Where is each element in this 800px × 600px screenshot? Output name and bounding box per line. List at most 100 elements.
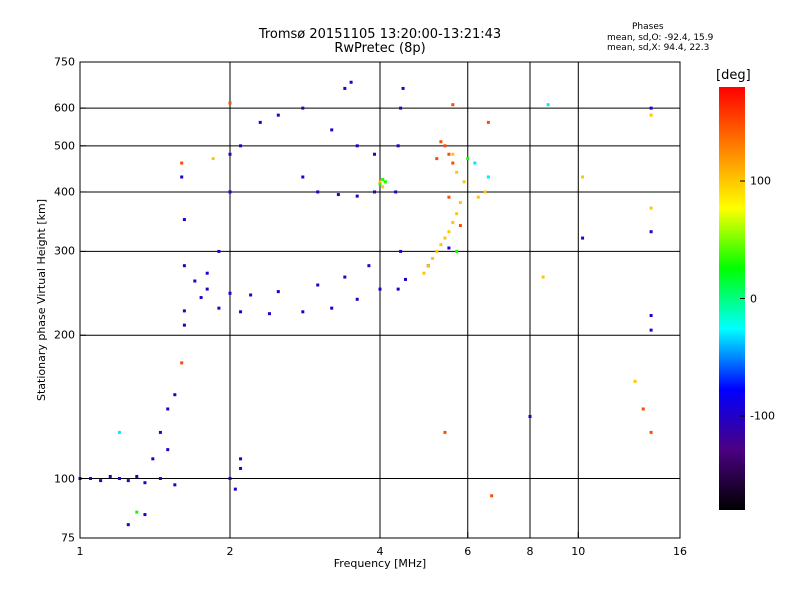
scatter-point <box>343 86 347 90</box>
scatter-point <box>316 190 320 194</box>
scatter-point <box>466 157 470 161</box>
scatter-point <box>403 277 407 281</box>
scatter-point <box>228 477 232 481</box>
scatter-point <box>239 457 243 461</box>
scatter-point <box>383 180 387 184</box>
x-axis-label: Frequency [MHz] <box>333 557 427 570</box>
scatter-point <box>173 393 177 397</box>
scatter-point <box>158 477 162 481</box>
scatter-point <box>182 264 186 268</box>
scatter-point <box>649 230 653 234</box>
scatter-point <box>396 287 400 291</box>
scatter-point <box>443 144 447 148</box>
phase-x-stats: mean, sd,X: 94.4, 22.3 <box>607 43 710 53</box>
scatter-point <box>228 190 232 194</box>
phase-o-stats: mean, sd,O: -92.4, 15.9 <box>607 33 714 43</box>
scatter-point <box>447 195 451 199</box>
scatter-point <box>546 103 550 107</box>
scatter-point <box>135 474 139 478</box>
scatter-point <box>166 407 170 411</box>
y-tick-label: 75 <box>61 531 75 545</box>
scatter-point <box>217 306 221 310</box>
scatter-point <box>336 193 340 197</box>
scatter-point <box>276 113 280 117</box>
scatter-point <box>439 243 443 247</box>
scatter-point <box>349 80 353 84</box>
scatter-points <box>78 80 653 527</box>
x-tick-label: 1 <box>76 545 84 558</box>
scatter-point <box>355 194 359 198</box>
scatter-point <box>455 212 459 216</box>
chart-subtitle: RwPretec (8p) <box>334 41 426 56</box>
scatter-point <box>180 161 184 165</box>
x-tick-label: 10 <box>571 545 586 558</box>
scatter-point <box>211 157 215 161</box>
scatter-point <box>239 144 243 148</box>
scatter-point <box>443 430 447 434</box>
axis-tickmarks <box>79 61 681 539</box>
scatter-point <box>401 86 405 90</box>
scatter-point <box>431 256 435 260</box>
scatter-point <box>166 448 170 452</box>
scatter-point <box>378 182 382 186</box>
scatter-point <box>396 144 400 148</box>
scatter-point <box>173 483 177 487</box>
colorbar-tick-label: 0 <box>750 292 757 305</box>
y-tick-label: 200 <box>54 328 75 342</box>
x-tick-label: 2 <box>226 545 234 558</box>
scatter-point <box>330 306 334 310</box>
scatter-point <box>228 291 232 295</box>
scatter-point <box>239 466 243 470</box>
scatter-point <box>649 106 653 110</box>
scatter-point <box>108 474 112 478</box>
scatter-point <box>143 481 147 485</box>
scatter-point <box>378 180 382 184</box>
scatter-point <box>394 190 398 194</box>
x-tick-label: 8 <box>526 545 534 558</box>
scatter-point <box>343 275 347 279</box>
scatter-point <box>205 287 209 291</box>
scatter-point <box>381 185 385 189</box>
scatter-point <box>276 290 280 294</box>
scatter-point <box>373 152 377 156</box>
scatter-point <box>455 170 459 174</box>
scatter-point <box>89 477 93 481</box>
scatter-point <box>476 195 480 199</box>
scatter-point <box>473 161 477 165</box>
scatter-point <box>486 175 490 179</box>
scatter-point <box>373 190 377 194</box>
scatter-point <box>182 323 186 327</box>
colorbar-tick-label: -100 <box>750 409 775 423</box>
scatter-point <box>541 275 545 279</box>
scatter-point <box>233 487 237 491</box>
scatter-point <box>355 144 359 148</box>
scatter-point <box>462 180 466 184</box>
y-tick-label: 100 <box>54 472 75 486</box>
scatter-point <box>455 249 459 253</box>
scatter-point <box>180 175 184 179</box>
scatter-point <box>228 101 232 105</box>
scatter-point <box>649 314 653 318</box>
scatter-point <box>239 310 243 314</box>
scatter-point <box>435 157 439 161</box>
scatter-point <box>249 293 253 297</box>
scatter-point <box>435 249 439 253</box>
scatter-point <box>447 246 451 250</box>
scatter-point <box>447 230 451 234</box>
scatter-point <box>228 152 232 156</box>
scatter-point <box>483 190 487 194</box>
scatter-point <box>135 510 139 514</box>
y-tick-label: 500 <box>54 139 75 153</box>
scatter-point <box>367 264 371 268</box>
scatter-point <box>426 264 430 268</box>
y-tick-label: 600 <box>54 101 75 115</box>
scatter-point <box>458 224 462 228</box>
scatter-point <box>451 161 455 165</box>
scatter-point <box>486 120 490 124</box>
scatter-point <box>439 140 443 144</box>
x-tick-label: 16 <box>673 545 687 558</box>
y-axis-label: Stationary phase Virtual Height [km] <box>35 198 48 402</box>
scatter-point <box>117 477 121 481</box>
x-tick-label: 6 <box>464 545 472 558</box>
scatter-point <box>399 249 403 253</box>
